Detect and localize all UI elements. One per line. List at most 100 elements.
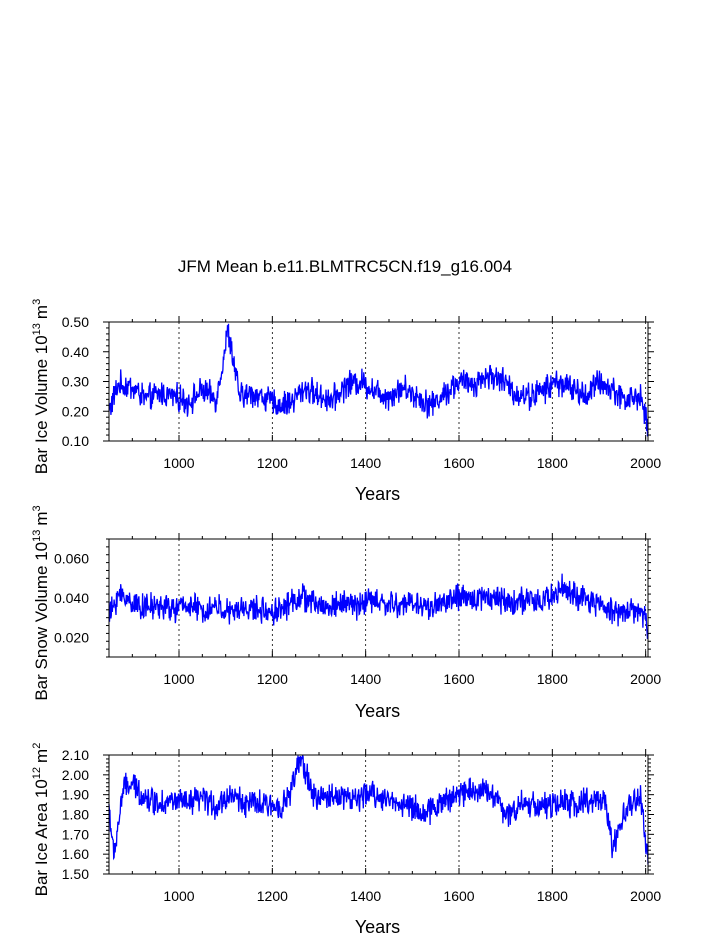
- x-tick-label: 1800: [537, 671, 568, 687]
- data-point: [243, 607, 245, 609]
- data-point: [397, 605, 399, 607]
- data-point: [472, 383, 474, 386]
- x-axis-label: Years: [355, 917, 400, 935]
- data-point: [453, 597, 455, 599]
- data-point: [533, 803, 535, 806]
- data-point: [276, 404, 278, 406]
- data-point: [575, 597, 577, 599]
- data-point: [229, 794, 231, 796]
- data-point: [173, 609, 175, 611]
- y-tick-label: 1.70: [62, 826, 89, 842]
- x-tick-label: 1600: [443, 455, 474, 471]
- data-point: [547, 805, 549, 808]
- data-point: [227, 330, 229, 332]
- data-point: [402, 386, 404, 389]
- data-series-line: [108, 573, 649, 639]
- data-point: [285, 802, 287, 804]
- x-tick-label: 2000: [630, 671, 661, 687]
- data-point: [617, 611, 619, 613]
- data-point: [299, 595, 301, 597]
- data-point: [187, 803, 189, 806]
- data-point: [313, 798, 315, 800]
- y-tick-label: 0.30: [62, 374, 89, 390]
- figure-title: JFM Mean b.e11.BLMTRC5CN.f19_g16.004: [178, 257, 512, 276]
- data-point: [612, 389, 614, 392]
- data-point: [500, 377, 502, 380]
- data-point: [257, 609, 259, 611]
- data-series-line: [108, 755, 649, 865]
- panel-2: 1000 1200 1400 1600 1800 2000 0.020 0.040 0.060 Y…: [31, 505, 661, 721]
- y-tick-label: 0.040: [54, 590, 89, 606]
- y-tick-label: 2.00: [62, 767, 89, 783]
- x-tick-label: 1000: [163, 671, 194, 687]
- data-point: [271, 805, 273, 808]
- data-point: [117, 593, 119, 595]
- x-tick-label: 2000: [630, 888, 661, 904]
- x-tick-label: 1200: [257, 455, 288, 471]
- panel-1: 1000 1200 1400 1600 1800 2000 0.10 0.20 0.30 0.40…: [31, 299, 661, 504]
- data-point: [346, 383, 348, 386]
- x-tick-label: 1200: [257, 888, 288, 904]
- data-point: [187, 603, 189, 605]
- x-tick-label: 1600: [443, 888, 474, 904]
- data-point: [341, 794, 343, 796]
- data-point: [131, 784, 133, 786]
- data-point: [285, 605, 287, 607]
- y-tick-label: 2.10: [62, 747, 89, 763]
- plot-frame: [108, 538, 649, 658]
- data-point: [458, 380, 460, 383]
- data-point: [131, 601, 133, 603]
- data-point: [612, 849, 614, 851]
- data-point: [360, 380, 362, 383]
- data-point: [453, 796, 455, 798]
- data-point: [509, 601, 511, 603]
- data-point: [383, 603, 385, 605]
- data-point: [201, 389, 203, 392]
- data-point: [369, 792, 371, 794]
- data-point: [201, 798, 203, 800]
- data-point: [131, 386, 133, 389]
- data-point: [374, 389, 376, 392]
- data-point: [584, 395, 586, 397]
- data-point: [122, 788, 124, 790]
- data-point: [397, 802, 399, 804]
- data-point: [383, 798, 385, 800]
- data-point: [467, 599, 469, 601]
- data-point: [640, 395, 642, 397]
- data-point: [537, 603, 539, 605]
- y-tick-label: 1.50: [62, 866, 89, 882]
- data-point: [215, 605, 217, 607]
- data-point: [369, 599, 371, 601]
- data-point: [257, 803, 259, 806]
- data-point: [159, 605, 161, 607]
- data-point: [327, 796, 329, 798]
- x-tick-label: 1400: [350, 455, 381, 471]
- data-point: [173, 800, 175, 802]
- x-tick-label: 1000: [163, 888, 194, 904]
- x-tick-label: 1000: [163, 455, 194, 471]
- y-tick-label: 1.80: [62, 807, 89, 823]
- data-point: [416, 395, 418, 397]
- data-point: [495, 794, 497, 796]
- data-point: [425, 607, 427, 609]
- data-point: [271, 611, 273, 613]
- data-point: [355, 605, 357, 607]
- y-axis-label: Bar Snow Volume 1013m3: [31, 505, 51, 700]
- data-point: [173, 395, 175, 397]
- data-point: [243, 802, 245, 804]
- y-tick-label: 0.40: [62, 344, 89, 360]
- data-point: [239, 395, 241, 397]
- x-tick-label: 1800: [537, 888, 568, 904]
- data-point: [495, 597, 497, 599]
- data-point: [117, 383, 119, 386]
- data-point: [313, 603, 315, 605]
- data-point: [159, 392, 161, 394]
- plot-frame: [108, 754, 649, 875]
- y-tick-label: 1.90: [62, 787, 89, 803]
- data-point: [570, 386, 572, 389]
- panel-3: 1000 1200 1400 1600 1800 2000 1.50 1.60 1.70 1.80…: [31, 743, 661, 935]
- data-series-line: [108, 323, 649, 437]
- x-tick-label: 1400: [350, 888, 381, 904]
